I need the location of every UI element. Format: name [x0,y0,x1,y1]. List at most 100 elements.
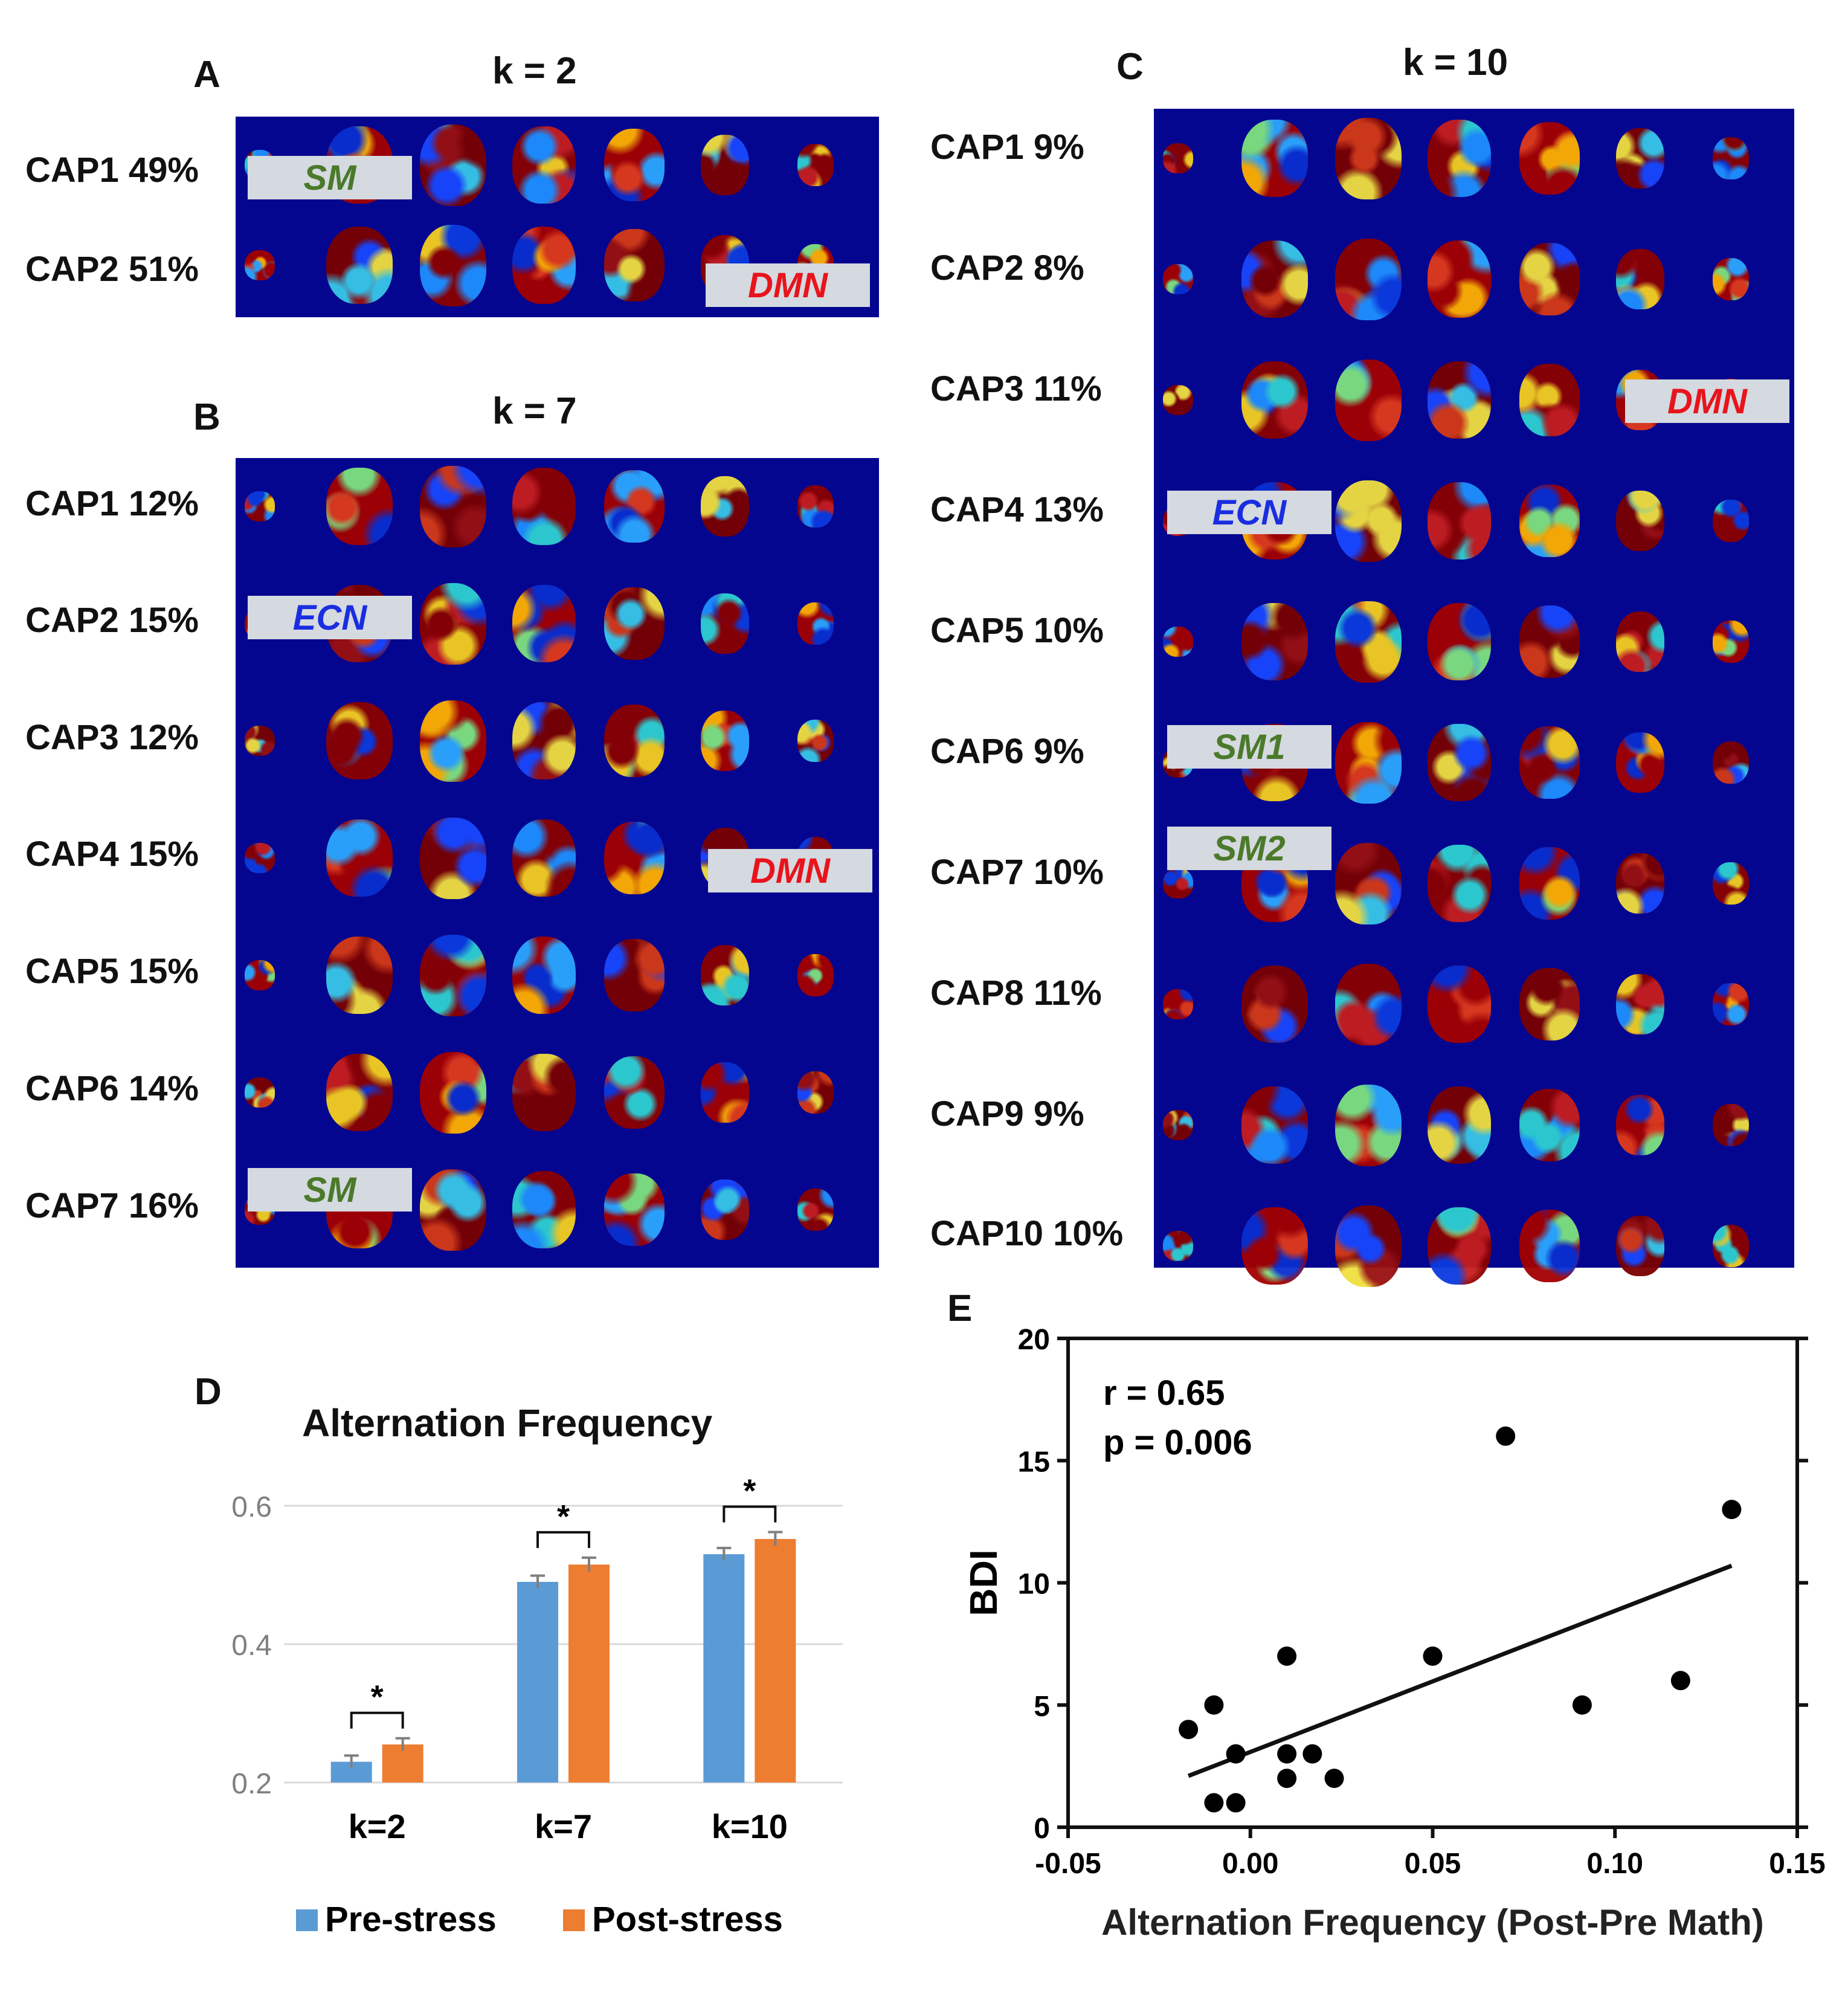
brain-slice [326,702,393,779]
brain-slice [1163,1110,1193,1140]
brain-slice [420,1051,486,1134]
brain-slice [797,1071,834,1114]
brain-slice [797,1189,834,1231]
brain-slice [420,224,486,306]
annotation-p: p = 0.006 [1103,1423,1252,1462]
brain-slice [1519,968,1580,1041]
brain-slice [1427,724,1491,801]
panel-a-dmn-label: DMN [706,263,870,307]
panel-b-cap5-label: CAP5 15% [25,952,199,991]
brain-slice [1163,627,1193,657]
brain-slice [1163,143,1193,173]
brain-slice [512,1054,576,1131]
scatter-point [1423,1646,1443,1666]
x-tick-label: 0.05 [1405,1848,1461,1880]
scatter-point [1179,1720,1199,1740]
significance-star: * [557,1499,570,1535]
panel-c-ecn-label: ECN [1167,491,1331,534]
x-axis-label: Alternation Frequency (Post-Pre Math) [1101,1902,1764,1943]
legend-label-pre: Pre-stress [325,1900,497,1939]
brain-slice [797,485,834,528]
brain-slice [1427,482,1491,560]
brain-slice [1163,1231,1193,1261]
panel-b-cap6-label: CAP6 14% [25,1069,199,1108]
x-tick-label: -0.05 [1035,1848,1101,1880]
panel-c-sm1-label: SM1 [1167,725,1331,769]
x-category-label: k=2 [349,1807,406,1845]
brain-slice [1163,868,1193,899]
panel-c-cap1-label: CAP1 9% [930,127,1084,167]
brain-slice [1616,128,1664,189]
significance-star: * [371,1679,384,1715]
fit-line [1187,1563,1733,1778]
brain-slice [420,582,486,665]
brain-slice [420,1169,486,1251]
scatter-point [1226,1744,1246,1764]
brain-slice [797,602,834,645]
brain-slice [1241,1207,1308,1285]
brain-slice [1163,385,1193,415]
y-tick-label: 5 [1034,1691,1050,1723]
panel-d-title: Alternation Frequency [302,1401,713,1445]
brain-slice [1713,258,1749,300]
brain-slice [1616,1216,1664,1276]
significance-star: * [743,1473,756,1509]
scatter-point [1302,1744,1322,1764]
brain-slice [1519,847,1580,920]
panel-c-dmn-label: DMN [1625,379,1789,423]
brain-slice [1427,120,1491,197]
x-category-label: k=10 [712,1807,788,1845]
panel-b-cap2-label: CAP2 15% [25,601,199,640]
y-tick-label: 0 [1034,1813,1050,1845]
brain-slice [512,937,576,1014]
brain-slice [512,1171,576,1248]
scatter-point [1277,1769,1297,1789]
panel-b-cap3-label: CAP3 12% [25,718,199,757]
brain-slice [1241,361,1308,439]
brain-slice [1616,853,1664,914]
brain-slice [604,129,665,201]
brain-slice [1335,1205,1402,1287]
y-tick-label: 0.2 [231,1768,272,1800]
scatter-point [1226,1793,1246,1813]
brain-slice [1335,963,1402,1045]
brain-slice [1335,238,1402,320]
panel-b-cap7-label: CAP7 16% [25,1186,199,1225]
brain-slice [1616,491,1664,551]
annotation-r: r = 0.65 [1103,1373,1225,1413]
brain-slice [420,817,486,899]
brain-slice [326,227,393,304]
brain-slice [1519,605,1580,678]
panel-b-sm-label: SM [248,1168,412,1212]
brain-slice [1427,1207,1491,1285]
brain-slice [1519,1210,1580,1282]
brain-slice [797,144,834,186]
brain-slice [245,726,275,756]
brain-slice [1335,601,1402,683]
brain-slice [604,1173,665,1246]
panel-b-cap1-label: CAP1 12% [25,484,199,523]
legend-swatch-post [563,1909,585,1931]
brain-slice [604,822,665,894]
brain-slice [326,937,393,1014]
brain-slice [797,954,834,996]
significance-bracket [536,1531,590,1548]
y-tick-label: 0.6 [231,1491,272,1523]
legend-label-post: Post-stress [592,1900,783,1939]
brain-slice [420,700,486,782]
brain-slice [1713,1225,1749,1267]
brain-slice [512,126,576,204]
bar-post [382,1744,423,1783]
brain-slice [326,819,393,897]
brain-slice [1616,249,1664,309]
brain-slice [420,465,486,547]
panel-a-cap2-label: CAP2 51% [25,250,199,289]
panel-c-cap2-label: CAP2 8% [930,248,1084,288]
brain-slice [512,468,576,545]
panel-b-cap4-label: CAP4 15% [25,834,199,874]
brain-slice [1335,480,1402,562]
bar-post [568,1564,610,1783]
x-tick-label: 0.10 [1587,1848,1643,1880]
panel-b-title: k = 7 [492,390,577,432]
brain-slice [1335,721,1402,804]
